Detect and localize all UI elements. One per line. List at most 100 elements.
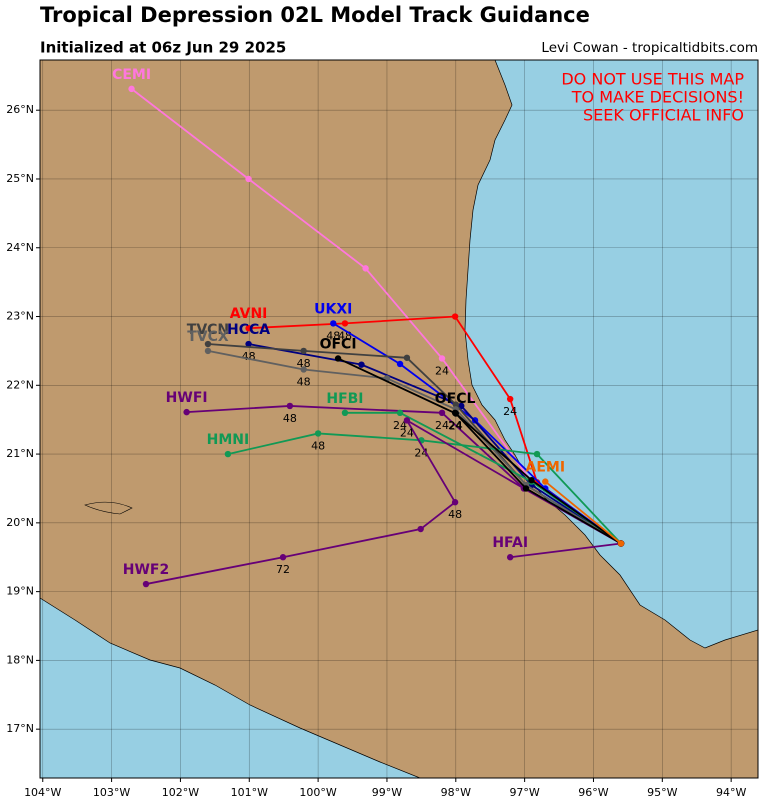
x-tick-label: 102°W <box>162 786 199 799</box>
track-name: HWFI <box>166 390 208 406</box>
x-tick-label: 104°W <box>24 786 61 799</box>
track-name: TVCN <box>187 322 229 338</box>
y-tick-label: 23°N <box>6 310 34 323</box>
track-point <box>314 430 322 437</box>
track-point <box>279 554 287 561</box>
forecast-hour-label: 48 <box>283 412 297 425</box>
track-point <box>451 313 459 320</box>
x-tick-label: 98°W <box>441 786 471 799</box>
y-tick-label: 20°N <box>6 516 34 529</box>
track-point <box>341 320 349 327</box>
y-tick-label: 21°N <box>6 447 34 460</box>
track-name: HFBI <box>326 391 363 407</box>
track-point <box>245 340 252 348</box>
track-line <box>337 357 622 545</box>
track-point <box>403 417 411 424</box>
y-tick-label: 22°N <box>6 378 34 391</box>
y-tick-label: 17°N <box>6 722 34 735</box>
forecast-hour-label: 48 <box>311 439 325 452</box>
track-point <box>533 450 541 458</box>
track-name: HWF2 <box>123 562 169 578</box>
x-tick-label: 100°W <box>299 786 336 799</box>
map-frame <box>39 59 759 779</box>
x-tick-label: 94°W <box>716 786 746 799</box>
x-tick-label: 97°W <box>509 786 539 799</box>
forecast-hour-label: 72 <box>276 563 290 576</box>
x-tick-label: 101°W <box>231 786 268 799</box>
track-point <box>358 361 365 368</box>
warning-line: DO NOT USE THIS MAP <box>561 70 744 89</box>
track-point <box>286 402 294 410</box>
land <box>40 60 758 778</box>
track-point <box>542 478 549 485</box>
track-point <box>438 409 446 417</box>
forecast-hour-label: 48 <box>297 357 311 370</box>
track-point <box>341 409 349 417</box>
track-point <box>522 485 530 492</box>
track-point <box>396 409 404 417</box>
island <box>84 501 133 515</box>
track-point <box>417 525 424 533</box>
track-name: TVCX <box>187 329 229 345</box>
track-point <box>438 355 446 362</box>
track-point <box>528 477 535 484</box>
track-line <box>207 350 622 545</box>
track-name: OFCI <box>320 336 357 352</box>
track-point <box>362 265 369 272</box>
track-point <box>506 554 514 561</box>
track-point <box>330 320 337 327</box>
basemap <box>40 60 758 778</box>
subtitle: Initialized at 06z Jun 29 2025 <box>40 39 286 57</box>
forecast-hour-label: 24 <box>449 419 463 432</box>
track-point <box>451 409 459 417</box>
track-name: AEMI <box>526 460 566 476</box>
forecast-hour-label: 48 <box>242 350 256 363</box>
track-point <box>204 340 212 348</box>
y-tick-label: 24°N <box>6 241 34 254</box>
track-point <box>403 354 411 361</box>
y-tick-label: 19°N <box>6 585 34 598</box>
track-line <box>510 542 622 559</box>
forecast-hour-label: 24 <box>435 364 449 377</box>
forecast-hour-label: 48 <box>326 329 340 342</box>
track-point <box>300 366 307 373</box>
x-tick-label: 103°W <box>93 786 130 799</box>
forecast-hour-label: 24 <box>435 419 449 432</box>
track-name: CEMI <box>112 67 151 83</box>
track-point <box>245 325 252 332</box>
track-point <box>142 580 150 588</box>
track-name: HFAI <box>492 535 528 551</box>
y-tick-label: 18°N <box>6 653 34 666</box>
x-tick-label: 99°W <box>372 786 402 799</box>
forecast-hour-label: 48 <box>297 375 311 388</box>
forecast-hour-label: 24 <box>448 419 462 432</box>
warning-line: TO MAKE DECISIONS! <box>571 88 744 107</box>
track-name: OFCL <box>435 391 476 407</box>
track-name: HMNI <box>207 432 250 448</box>
track-point <box>451 499 459 506</box>
track-point <box>396 360 404 368</box>
x-tick-label: 96°W <box>578 786 608 799</box>
track-name: AVNI <box>230 306 268 322</box>
track-name: UKXI <box>314 301 352 317</box>
warning-line: SEEK OFFICIAL INFO <box>583 106 744 125</box>
track-point <box>183 408 190 416</box>
title: Tropical Depression 02L Model Track Guid… <box>40 3 590 27</box>
y-tick-label: 26°N <box>6 103 34 116</box>
track-point <box>128 85 135 93</box>
track-point <box>506 395 514 403</box>
track-point <box>452 401 459 408</box>
track-point <box>334 355 342 362</box>
credit: Levi Cowan - tropicaltidbits.com <box>541 40 758 56</box>
forecast-hour-label: 24 <box>400 426 414 439</box>
forecast-hour-label: 24 <box>503 405 517 418</box>
track-point <box>224 450 232 458</box>
warning: DO NOT USE THIS MAP TO MAKE DECISIONS! S… <box>561 70 744 125</box>
forecast-hour-label: 48 <box>448 508 462 521</box>
track-point <box>204 347 212 355</box>
track-line <box>544 480 622 545</box>
track-name: HCCA <box>227 322 270 338</box>
track-point <box>458 402 465 410</box>
y-tick-label: 25°N <box>6 172 34 185</box>
